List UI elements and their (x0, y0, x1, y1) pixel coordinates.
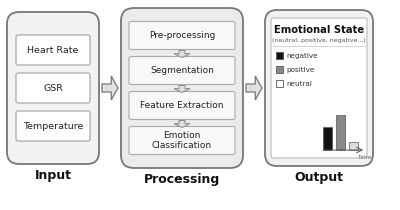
Text: (neutral, positive, negative...): (neutral, positive, negative...) (272, 38, 366, 42)
FancyBboxPatch shape (271, 18, 367, 158)
Polygon shape (102, 76, 118, 100)
FancyBboxPatch shape (129, 56, 235, 84)
Text: Emotional State: Emotional State (274, 25, 364, 35)
FancyBboxPatch shape (16, 35, 90, 65)
Polygon shape (174, 50, 190, 58)
Text: Processing: Processing (144, 172, 220, 185)
Text: Input: Input (34, 168, 72, 181)
Bar (276, 66, 283, 73)
Bar (336, 115, 345, 150)
Text: Feature Extraction: Feature Extraction (140, 101, 224, 110)
Text: neutral: neutral (286, 80, 312, 87)
FancyBboxPatch shape (16, 73, 90, 103)
Bar (276, 52, 283, 59)
Text: Output: Output (294, 171, 344, 184)
Polygon shape (246, 76, 262, 100)
FancyBboxPatch shape (121, 8, 243, 168)
Bar (276, 80, 283, 87)
Text: Pre-processing: Pre-processing (149, 31, 215, 40)
Text: Heart Rate: Heart Rate (27, 46, 79, 55)
Text: Emotion
Classification: Emotion Classification (152, 131, 212, 150)
Bar (349, 142, 358, 150)
Text: Temperature: Temperature (23, 122, 83, 130)
FancyBboxPatch shape (16, 111, 90, 141)
FancyBboxPatch shape (265, 10, 373, 166)
Text: GSR: GSR (43, 84, 63, 92)
Text: Time: Time (357, 155, 371, 160)
FancyBboxPatch shape (129, 92, 235, 119)
Text: Segmentation: Segmentation (150, 66, 214, 75)
FancyBboxPatch shape (129, 126, 235, 155)
Text: positive: positive (286, 67, 314, 72)
Text: negative: negative (286, 52, 318, 59)
Polygon shape (174, 85, 190, 92)
FancyBboxPatch shape (7, 12, 99, 164)
FancyBboxPatch shape (129, 21, 235, 50)
Polygon shape (174, 121, 190, 127)
Bar (323, 127, 332, 150)
